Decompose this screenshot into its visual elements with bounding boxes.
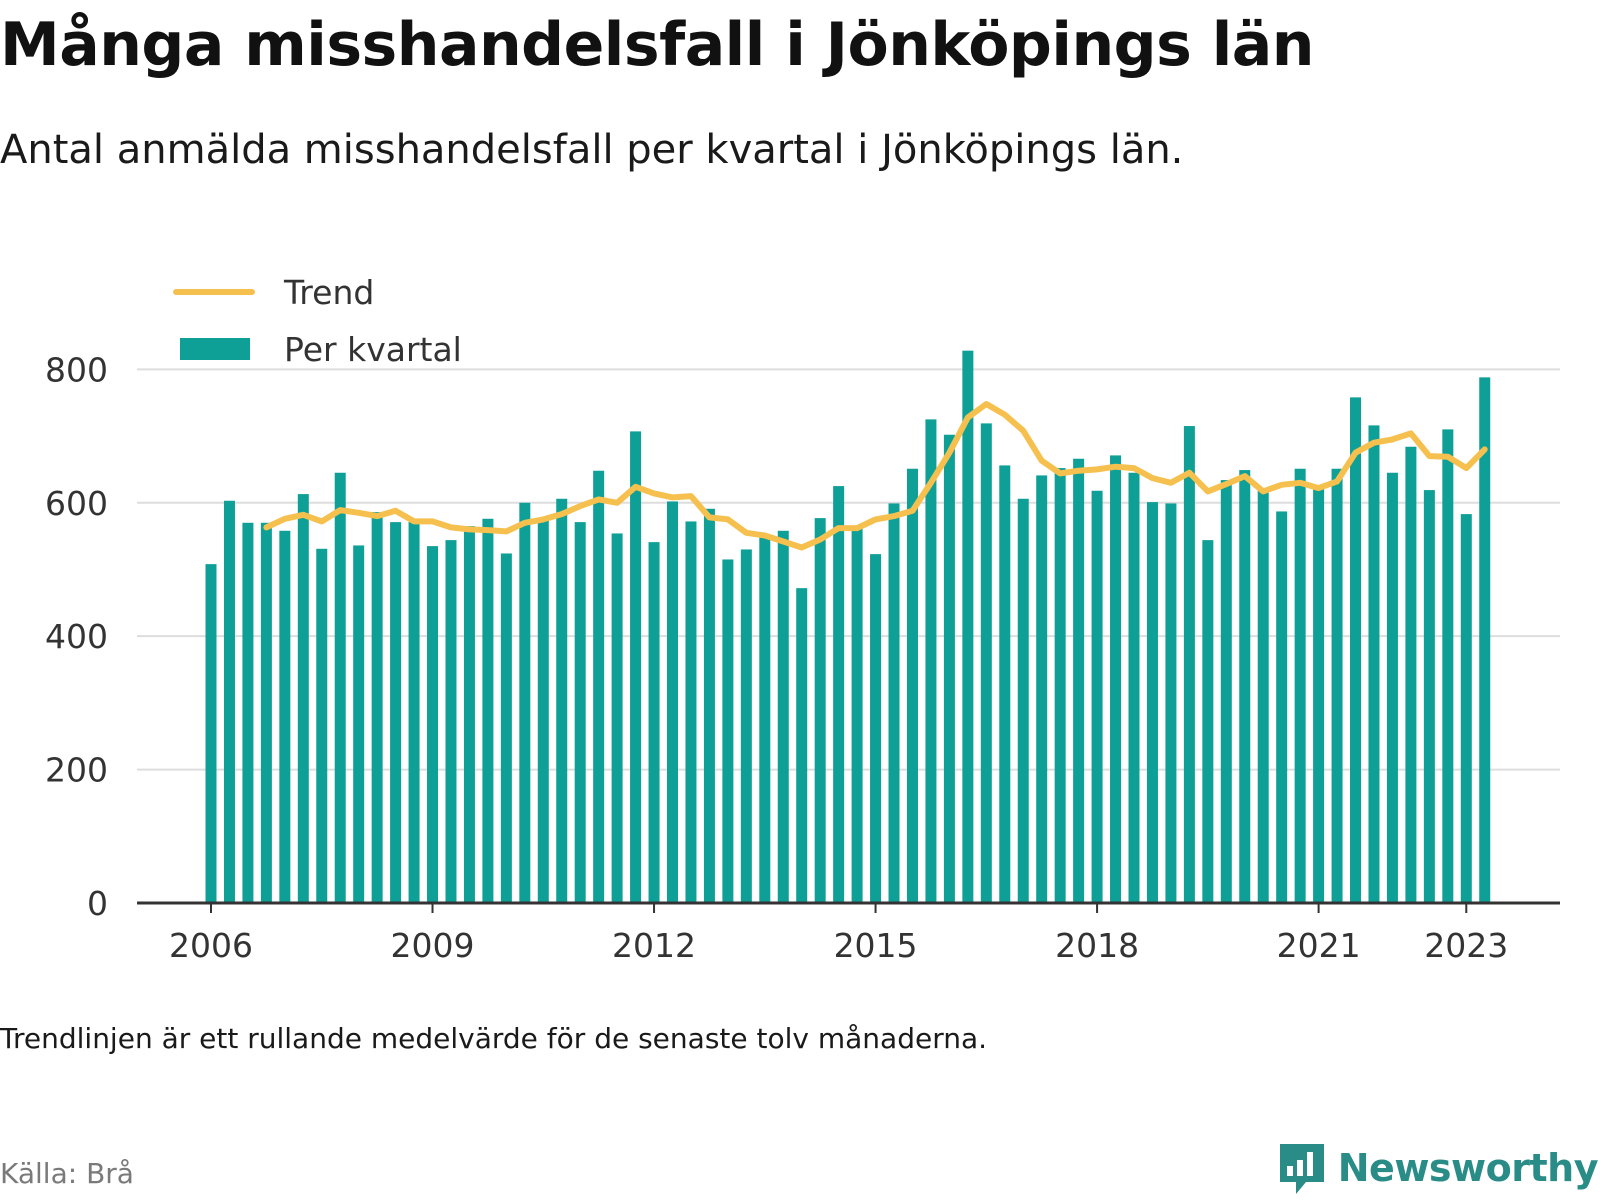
bar bbox=[1183, 426, 1195, 903]
chart-title: Många misshandelsfall i Jönköpings län bbox=[0, 10, 1314, 80]
bar bbox=[242, 522, 254, 903]
newsworthy-logo: Newsworthy bbox=[1276, 1138, 1599, 1198]
bar bbox=[556, 498, 568, 903]
bar bbox=[1294, 468, 1306, 903]
bar bbox=[1202, 540, 1214, 903]
bar bbox=[1091, 490, 1103, 903]
bar bbox=[334, 472, 346, 903]
bar bbox=[1313, 486, 1325, 903]
bar bbox=[574, 522, 586, 903]
x-tick-label: 2023 bbox=[1424, 926, 1508, 965]
bar bbox=[1073, 458, 1085, 903]
bar bbox=[1054, 468, 1066, 903]
bar bbox=[906, 468, 918, 903]
y-tick-label: 800 bbox=[45, 350, 108, 389]
bar bbox=[833, 486, 845, 903]
bar bbox=[1405, 446, 1417, 903]
bar bbox=[223, 500, 235, 903]
bar bbox=[205, 564, 217, 903]
bar bbox=[703, 508, 715, 903]
y-tick-label: 200 bbox=[45, 751, 108, 790]
y-tick-label: 600 bbox=[45, 484, 108, 523]
bar bbox=[1368, 425, 1380, 903]
bar bbox=[463, 526, 475, 903]
bar bbox=[1146, 502, 1158, 903]
chart-note: Trendlinjen är ett rullande medelvärde f… bbox=[0, 1022, 988, 1055]
bar bbox=[260, 522, 272, 903]
bar bbox=[1386, 472, 1398, 903]
bar bbox=[648, 542, 660, 903]
bar bbox=[1331, 468, 1343, 903]
bar bbox=[1479, 377, 1491, 903]
bar bbox=[722, 559, 734, 903]
bar bbox=[1128, 472, 1140, 903]
x-tick-label: 2021 bbox=[1277, 926, 1361, 965]
bar bbox=[482, 518, 494, 903]
bar bbox=[1165, 503, 1177, 903]
bar bbox=[796, 588, 808, 903]
bar bbox=[427, 546, 439, 903]
trend-line bbox=[263, 401, 1488, 551]
source-label: Källa: Brå bbox=[0, 1157, 134, 1190]
bar bbox=[740, 549, 752, 903]
bar bbox=[630, 431, 642, 903]
bar bbox=[980, 423, 992, 903]
bar bbox=[925, 419, 937, 903]
bar bbox=[1442, 429, 1454, 903]
x-tick-label: 2018 bbox=[1055, 926, 1139, 965]
bar bbox=[445, 540, 457, 903]
legend-background bbox=[168, 274, 258, 338]
bar bbox=[316, 548, 328, 903]
bar bbox=[667, 501, 678, 903]
bar bbox=[1220, 480, 1232, 903]
bar bbox=[851, 527, 863, 903]
legend-bar-label: Per kvartal bbox=[284, 330, 462, 369]
bar bbox=[777, 530, 789, 903]
bar bbox=[1423, 490, 1435, 903]
y-tick-label: 400 bbox=[45, 617, 108, 656]
bar bbox=[611, 533, 623, 903]
newsworthy-logo-icon bbox=[1279, 1144, 1324, 1194]
legend-bar-swatch bbox=[180, 338, 250, 360]
bar bbox=[593, 470, 605, 903]
bar bbox=[500, 553, 512, 903]
bar bbox=[962, 350, 974, 903]
legend-trend-label: Trend bbox=[283, 273, 374, 312]
bar bbox=[353, 545, 365, 903]
bar bbox=[943, 434, 955, 903]
bar bbox=[888, 503, 900, 903]
newsworthy-logo-text: Newsworthy bbox=[1337, 1146, 1599, 1190]
bar bbox=[1017, 498, 1029, 903]
bar bbox=[814, 518, 826, 903]
bar bbox=[537, 519, 549, 903]
bar bbox=[685, 521, 697, 903]
x-tick-label: 2012 bbox=[612, 926, 696, 965]
bar bbox=[279, 530, 291, 903]
bar bbox=[371, 512, 383, 903]
bar bbox=[1036, 475, 1048, 903]
bar bbox=[1276, 511, 1288, 903]
bar bbox=[1257, 489, 1269, 903]
bar bbox=[1350, 397, 1362, 903]
bar bbox=[390, 522, 402, 903]
x-tick-label: 2006 bbox=[169, 926, 253, 965]
bar bbox=[870, 554, 882, 903]
bar bbox=[297, 494, 309, 903]
bar bbox=[1110, 455, 1122, 903]
bar bbox=[1239, 470, 1251, 903]
bar bbox=[1460, 514, 1472, 903]
x-tick-label: 2015 bbox=[834, 926, 918, 965]
chart-svg: 0 200 400 600 800 2006 2009 2012 2015 2018 2021 202… bbox=[45, 273, 1560, 965]
x-tick-label: 2009 bbox=[391, 926, 475, 965]
bar bbox=[999, 465, 1011, 903]
bar bbox=[519, 502, 531, 903]
chart-area: 0 200 400 600 800 2006 2009 2012 2015 2018 2021 202… bbox=[0, 240, 1600, 980]
y-tick-label: 0 bbox=[87, 884, 108, 923]
bar bbox=[759, 536, 771, 903]
chart-subtitle: Antal anmälda misshandelsfall per kvarta… bbox=[0, 127, 1184, 173]
bar bbox=[408, 522, 420, 903]
